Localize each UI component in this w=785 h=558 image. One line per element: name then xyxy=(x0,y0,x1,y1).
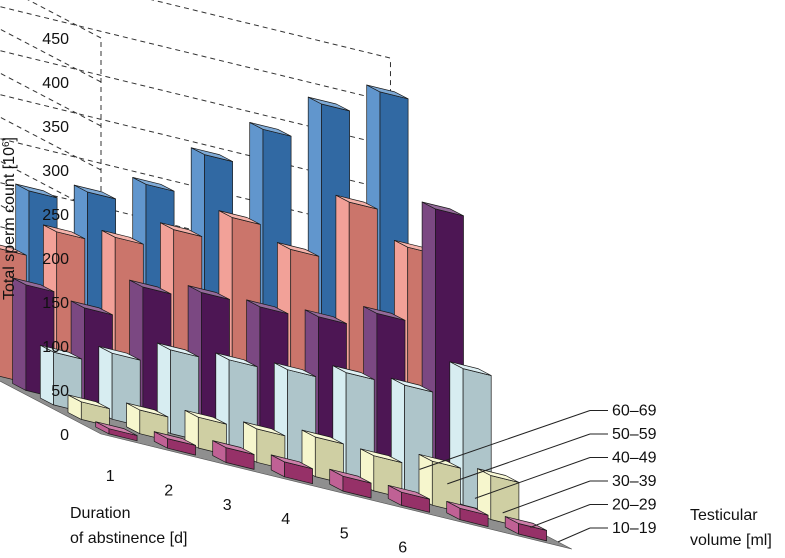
y-tick-label: 150 xyxy=(42,295,69,312)
bar-top-face xyxy=(160,222,203,237)
bar-top-face xyxy=(132,177,175,192)
bar-top-face xyxy=(387,484,430,500)
bar-top-face xyxy=(129,279,172,295)
x-tick-label: 6 xyxy=(398,540,407,553)
bar-top-face xyxy=(156,342,200,358)
bar xyxy=(477,468,520,527)
series-leader-line xyxy=(447,433,591,485)
bar-top-face xyxy=(0,244,27,256)
y-tick-label: 50 xyxy=(51,383,69,400)
legend-series-label: 40–49 xyxy=(612,450,657,467)
bar-top-face xyxy=(335,194,378,210)
bar-top-face xyxy=(390,377,434,393)
bars-group xyxy=(0,84,547,542)
bar-top-face xyxy=(67,394,110,410)
bar-top-face xyxy=(218,210,261,225)
bar-top-face xyxy=(418,453,461,469)
bar-top-face xyxy=(70,300,113,316)
x-tick-label: 3 xyxy=(223,497,232,514)
z-axis-title-line2: volume [ml] xyxy=(690,532,772,549)
series-leader-line xyxy=(419,410,591,470)
bar-top-face xyxy=(187,285,230,300)
bar-top-face xyxy=(73,184,116,200)
bar-top-face xyxy=(249,122,292,137)
bar-top-face xyxy=(95,421,138,436)
bar-top-face xyxy=(39,344,83,360)
bar xyxy=(270,454,313,485)
bar xyxy=(387,484,430,513)
bar xyxy=(95,421,138,442)
bar-top-face xyxy=(329,468,372,484)
bar-top-face xyxy=(270,454,313,470)
bar xyxy=(329,468,372,499)
bar-top-face xyxy=(304,309,347,324)
bar-top-face xyxy=(15,183,58,199)
bar-top-face xyxy=(363,306,406,321)
legend-series-label: 30–39 xyxy=(612,473,657,490)
x-tick-label: 5 xyxy=(340,525,349,542)
tick-labels: 0501001502002503003504004501234567810–19… xyxy=(42,31,657,558)
bar-top-face xyxy=(126,402,169,418)
y-tick-label: 300 xyxy=(42,163,69,180)
bar-top-face xyxy=(190,147,233,162)
legend-series-label: 10–19 xyxy=(612,520,657,537)
y-axis-title: Total sperm count [106] xyxy=(1,137,19,300)
bar xyxy=(446,500,489,527)
x-tick-label: 2 xyxy=(164,482,173,499)
bar xyxy=(67,394,110,427)
bar-top-face xyxy=(12,277,55,293)
y-tick-label: 100 xyxy=(42,339,69,356)
bar xyxy=(212,440,255,470)
bar-top-face xyxy=(246,299,289,315)
legend-series-label: 60–69 xyxy=(612,403,657,420)
x-tick-label: 1 xyxy=(106,468,115,485)
y-tick-label: 250 xyxy=(42,207,69,224)
bar-top-face xyxy=(43,224,86,240)
bar-top-face xyxy=(153,431,196,446)
z-axis-title-line1: Testicular xyxy=(690,507,758,524)
series-leader-line xyxy=(474,457,591,499)
series-leader-line xyxy=(502,480,591,514)
bar xyxy=(360,448,403,499)
y-tick-label: 200 xyxy=(42,251,69,268)
bar-top-face xyxy=(273,362,317,377)
legend-series-label: 50–59 xyxy=(612,426,657,443)
bar-top-face xyxy=(277,242,320,257)
y-tick-label: 0 xyxy=(60,427,69,444)
y-tick-label: 350 xyxy=(42,119,69,136)
bar-top-face xyxy=(366,84,409,100)
x-axis-title-line1: Duration xyxy=(70,505,130,522)
bar-top-face xyxy=(449,361,492,376)
bar-top-face xyxy=(301,429,344,445)
bar-top-face xyxy=(360,448,403,463)
bar xyxy=(504,516,547,542)
gridline xyxy=(27,0,391,59)
bar-top-face xyxy=(101,230,144,245)
bar-top-face xyxy=(504,516,547,531)
bar-top-face xyxy=(421,201,464,217)
y-tick-label: 450 xyxy=(42,31,69,48)
bar xyxy=(153,431,196,456)
x-tick-label: 4 xyxy=(281,511,290,528)
bar-top-face xyxy=(243,421,286,437)
bar-top-face xyxy=(477,468,520,483)
bar-top-face xyxy=(98,345,141,361)
bar xyxy=(39,344,83,413)
series-leader-line xyxy=(557,527,591,543)
bar-top-face xyxy=(184,409,227,425)
y-tick-label: 400 xyxy=(42,75,69,92)
bar-top-face xyxy=(446,500,489,516)
bar-top-face xyxy=(212,440,255,455)
bar-top-face xyxy=(307,96,350,112)
x-axis-title-line2: of abstinence [d] xyxy=(70,530,187,547)
legend-series-label: 20–29 xyxy=(612,497,657,514)
bar-top-face xyxy=(215,352,258,368)
series-leader-line xyxy=(530,504,591,528)
bar-top-face xyxy=(332,365,375,380)
